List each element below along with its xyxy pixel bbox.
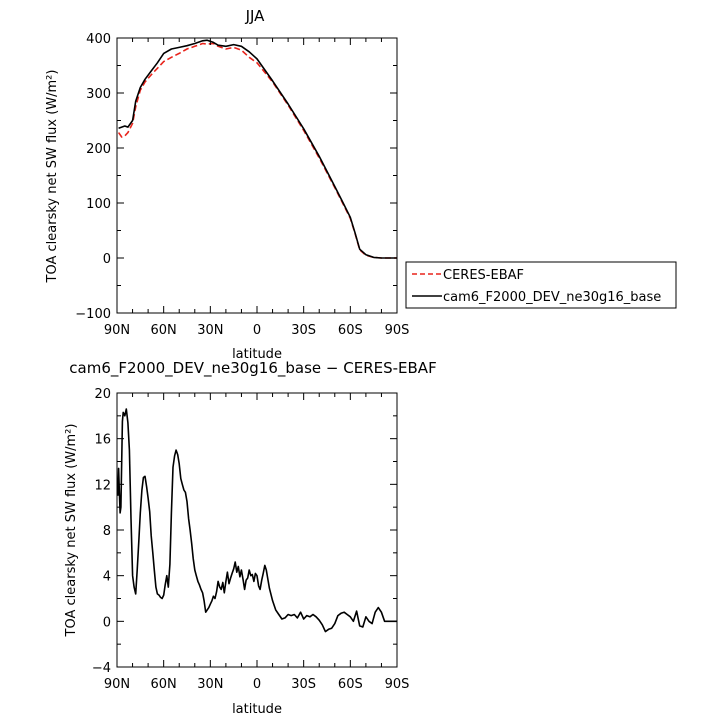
top-x-tick-label: 30N [197, 323, 223, 338]
top-x-tick-label: 0 [253, 323, 261, 338]
legend-box [405, 261, 677, 309]
bottom-x-tick-label: 90N [104, 677, 130, 692]
bottom-x-axis-title: latitude [232, 702, 282, 717]
top-y-tick-label: 400 [86, 32, 111, 47]
bottom-y-tick-label: 12 [94, 478, 111, 493]
top-y-tick-label: 0 [103, 252, 111, 267]
bottom-y-tick-label: 8 [103, 524, 111, 539]
top-y-tick-label: 100 [86, 197, 111, 212]
bottom-series-line-0 [117, 408, 397, 633]
top-y-tick-label: 300 [86, 87, 111, 102]
top-panel: JJA 90N 60N 30N 0 30S 60S 90S −100 0 100 200 300 400… [45, 7, 677, 362]
top-x-axis-title: latitude [232, 347, 282, 362]
bottom-panel-title: cam6_F2000_DEV_ne30g16_base − CERES-EBAF [69, 359, 436, 378]
top-y-tick-label: 200 [86, 142, 111, 157]
bottom-x-tick-label: 0 [253, 677, 261, 692]
top-panel-title: JJA [245, 7, 266, 25]
top-x-tick-label: 90N [104, 323, 130, 338]
bottom-y-tick-label: 0 [103, 615, 111, 630]
legend: CERES-EBAF cam6_F2000_DEV_ne30g16_base [405, 261, 677, 309]
bottom-x-tick-label: 30S [291, 677, 316, 692]
top-x-tick-label: 90S [385, 323, 410, 338]
bottom-plot-frame [116, 392, 398, 668]
top-x-tick-label: 60N [151, 323, 177, 338]
bottom-panel: cam6_F2000_DEV_ne30g16_base − CERES-EBAF… [64, 359, 437, 717]
bottom-y-axis-title: TOA clearsky net SW flux (W/m²) [64, 424, 79, 638]
top-y-tick-label: −100 [75, 307, 111, 322]
legend-label-ceres: CERES-EBAF [443, 268, 524, 283]
top-series-line-1 [118, 39, 397, 259]
top-x-tick-label: 30S [291, 323, 316, 338]
bottom-y-tick-label: 4 [103, 570, 111, 585]
legend-label-cam6: cam6_F2000_DEV_ne30g16_base [443, 290, 661, 305]
bottom-y-tick-label: 16 [94, 433, 111, 448]
bottom-y-tick-label: 20 [94, 387, 111, 402]
bottom-x-tick-label: 90S [385, 677, 410, 692]
bottom-y-tick-label: −4 [92, 661, 111, 676]
bottom-x-tick-label: 60N [151, 677, 177, 692]
top-x-tick-label: 60S [338, 323, 363, 338]
top-plot-frame [116, 37, 398, 314]
top-series-line-0 [117, 42, 397, 259]
bottom-x-tick-label: 60S [338, 677, 363, 692]
top-y-axis-title: TOA clearsky net SW flux (W/m²) [45, 70, 60, 284]
bottom-x-tick-label: 30N [197, 677, 223, 692]
